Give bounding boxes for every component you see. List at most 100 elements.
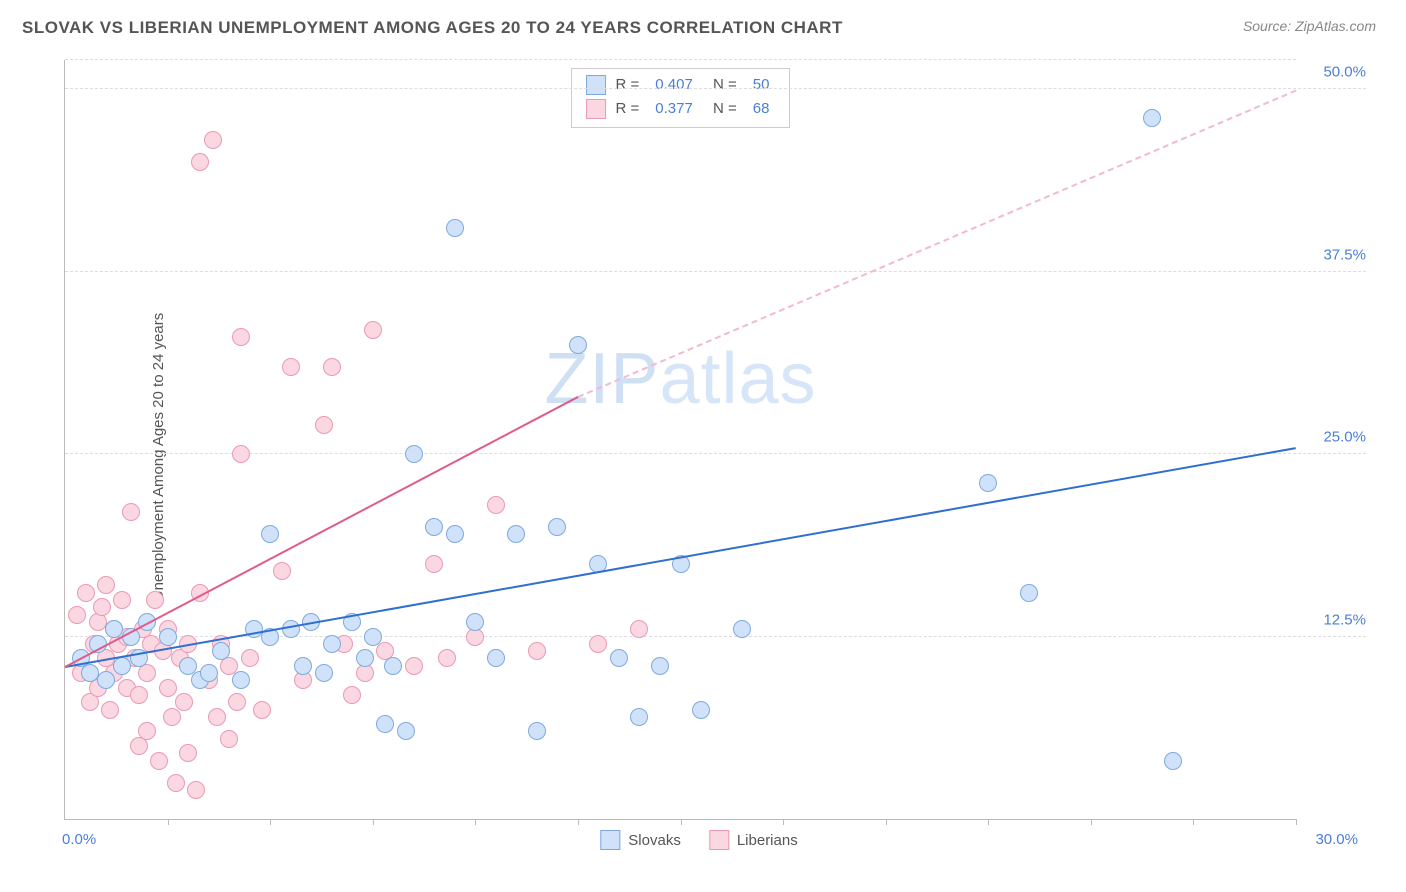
point-liberians [77, 584, 95, 602]
point-slovaks [159, 628, 177, 646]
point-liberians [204, 131, 222, 149]
point-liberians [113, 591, 131, 609]
point-liberians [241, 649, 259, 667]
point-liberians [191, 153, 209, 171]
y-tick-label: 37.5% [1323, 246, 1366, 263]
gridline [65, 453, 1366, 454]
x-tick [270, 819, 271, 825]
point-slovaks [405, 445, 423, 463]
point-slovaks [261, 525, 279, 543]
point-slovaks [113, 657, 131, 675]
x-tick [578, 819, 579, 825]
x-tick [168, 819, 169, 825]
point-slovaks [97, 671, 115, 689]
point-slovaks [384, 657, 402, 675]
point-slovaks [979, 474, 997, 492]
point-liberians [282, 358, 300, 376]
point-slovaks [569, 336, 587, 354]
point-liberians [589, 635, 607, 653]
point-liberians [343, 686, 361, 704]
point-slovaks [466, 613, 484, 631]
point-liberians [273, 562, 291, 580]
point-slovaks [356, 649, 374, 667]
plot-region: ZIPatlas R =0.407 N =50 R =0.377 N =68 1… [64, 60, 1296, 820]
point-liberians [146, 591, 164, 609]
point-liberians [159, 679, 177, 697]
x-tick [475, 819, 476, 825]
x-tick [1296, 819, 1297, 825]
point-slovaks [397, 722, 415, 740]
point-liberians [405, 657, 423, 675]
point-slovaks [548, 518, 566, 536]
point-liberians [150, 752, 168, 770]
stats-row-slovaks: R =0.407 N =50 [586, 73, 776, 97]
x-tick [886, 819, 887, 825]
point-liberians [323, 358, 341, 376]
point-liberians [130, 686, 148, 704]
point-slovaks [446, 219, 464, 237]
x-max-label: 30.0% [1315, 831, 1358, 848]
point-liberians [364, 321, 382, 339]
point-liberians [208, 708, 226, 726]
point-liberians [187, 781, 205, 799]
gridline [65, 271, 1366, 272]
point-slovaks [376, 715, 394, 733]
point-liberians [122, 503, 140, 521]
point-liberians [163, 708, 181, 726]
point-slovaks [323, 635, 341, 653]
x-tick [681, 819, 682, 825]
x-origin-label: 0.0% [62, 831, 96, 848]
legend-label-liberians: Liberians [737, 832, 798, 849]
point-slovaks [610, 649, 628, 667]
point-liberians [232, 328, 250, 346]
y-tick-label: 12.5% [1323, 611, 1366, 628]
point-slovaks [315, 664, 333, 682]
point-liberians [232, 445, 250, 463]
x-tick [373, 819, 374, 825]
legend-item-liberians: Liberians [709, 830, 798, 850]
point-slovaks [1164, 752, 1182, 770]
legend-swatch-slovaks [600, 830, 620, 850]
point-slovaks [507, 525, 525, 543]
n-value-liberians: 68 [753, 97, 770, 121]
legend-label-slovaks: Slovaks [628, 832, 681, 849]
point-liberians [228, 693, 246, 711]
point-liberians [167, 774, 185, 792]
legend-swatch-liberians [709, 830, 729, 850]
y-tick-label: 50.0% [1323, 64, 1366, 81]
y-tick-label: 25.0% [1323, 429, 1366, 446]
x-tick [988, 819, 989, 825]
point-liberians [175, 693, 193, 711]
chart-title: SLOVAK VS LIBERIAN UNEMPLOYMENT AMONG AG… [22, 18, 843, 38]
point-slovaks [692, 701, 710, 719]
point-liberians [630, 620, 648, 638]
trendline-liberians [65, 396, 579, 668]
point-liberians [138, 722, 156, 740]
point-liberians [101, 701, 119, 719]
point-liberians [253, 701, 271, 719]
point-liberians [93, 598, 111, 616]
swatch-slovaks [586, 75, 606, 95]
point-slovaks [81, 664, 99, 682]
point-liberians [179, 744, 197, 762]
x-tick [783, 819, 784, 825]
point-liberians [528, 642, 546, 660]
point-slovaks [446, 525, 464, 543]
point-slovaks [294, 657, 312, 675]
swatch-liberians [586, 99, 606, 119]
n-value-slovaks: 50 [753, 73, 770, 97]
legend-item-slovaks: Slovaks [600, 830, 681, 850]
point-slovaks [1020, 584, 1038, 602]
x-tick [1193, 819, 1194, 825]
point-liberians [97, 576, 115, 594]
r-value-liberians: 0.377 [655, 97, 693, 121]
stats-legend-box: R =0.407 N =50 R =0.377 N =68 [571, 68, 791, 128]
point-liberians [68, 606, 86, 624]
point-slovaks [651, 657, 669, 675]
point-slovaks [232, 671, 250, 689]
point-slovaks [733, 620, 751, 638]
bottom-legend: Slovaks Liberians [600, 830, 797, 850]
point-slovaks [1143, 109, 1161, 127]
source-label: Source: ZipAtlas.com [1243, 18, 1376, 34]
chart-area: Unemployment Among Ages 20 to 24 years Z… [22, 52, 1376, 862]
